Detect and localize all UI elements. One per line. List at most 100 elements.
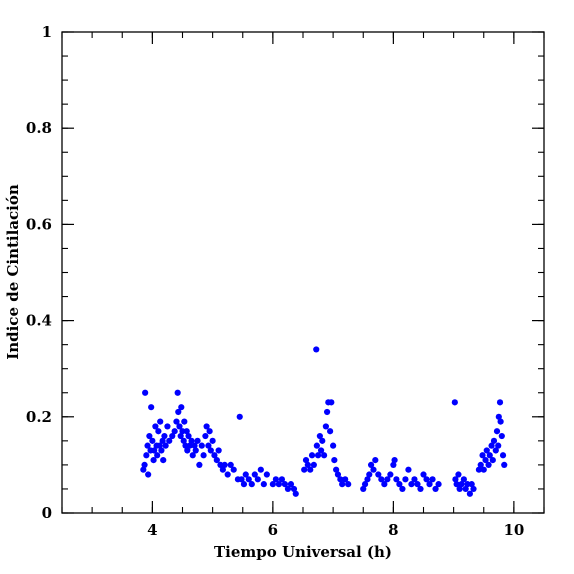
- data-point: [206, 428, 213, 435]
- data-point: [370, 466, 377, 473]
- data-point: [429, 476, 436, 483]
- data-point: [360, 485, 367, 493]
- data-point: [304, 461, 311, 468]
- data-point: [224, 471, 231, 478]
- data-point: [240, 481, 248, 488]
- data-point: [381, 481, 388, 488]
- data-point: [171, 428, 178, 435]
- data-point: [391, 456, 398, 464]
- x-tick-label: 8: [388, 521, 398, 539]
- data-point: [166, 437, 173, 444]
- y-axis-label: Indice de Cintilación: [4, 184, 22, 360]
- data-point: [191, 442, 198, 449]
- data-point: [462, 485, 469, 493]
- data-point: [486, 452, 493, 459]
- data-point: [364, 476, 371, 483]
- plot-frame: [61, 31, 545, 514]
- data-point: [177, 432, 184, 440]
- data-point: [189, 452, 196, 459]
- data-point: [366, 471, 373, 478]
- data-point: [281, 481, 289, 488]
- data-point: [426, 481, 433, 488]
- data-point: [202, 432, 209, 440]
- x-axis-label: Tiempo Universal (h): [214, 543, 392, 561]
- data-point: [160, 456, 167, 464]
- data-point: [183, 428, 190, 435]
- data-point: [485, 461, 492, 468]
- data-point: [408, 481, 415, 488]
- data-point: [470, 485, 477, 493]
- data-point: [180, 437, 187, 444]
- data-point: [278, 476, 286, 483]
- data-point: [154, 452, 161, 459]
- data-point: [324, 408, 331, 416]
- data-point: [284, 485, 292, 493]
- data-point: [367, 461, 375, 468]
- y-tick-label: 0.2: [26, 408, 52, 426]
- data-point: [420, 471, 427, 478]
- data-point: [213, 456, 220, 464]
- data-point: [489, 456, 496, 464]
- data-point: [287, 481, 295, 488]
- data-point: [475, 466, 483, 473]
- data-point: [272, 476, 279, 483]
- data-point: [466, 490, 473, 497]
- data-point: [211, 452, 218, 459]
- data-point: [219, 466, 226, 473]
- data-point: [188, 437, 195, 444]
- data-point: [140, 466, 147, 473]
- data-point: [175, 408, 182, 416]
- y-tick-label: 0.8: [26, 119, 52, 137]
- data-point: [313, 346, 320, 353]
- data-point: [479, 452, 486, 459]
- data-point: [317, 447, 325, 454]
- data-point: [493, 428, 501, 435]
- data-point: [230, 466, 237, 473]
- data-point: [173, 418, 180, 425]
- data-point: [402, 476, 409, 483]
- data-point: [320, 452, 328, 459]
- data-point: [396, 481, 403, 488]
- data-point: [477, 461, 484, 468]
- data-point: [327, 428, 334, 435]
- data-point: [456, 485, 463, 493]
- data-point: [496, 399, 504, 406]
- data-point: [414, 481, 421, 488]
- data-point: [290, 485, 298, 493]
- data-point: [342, 476, 349, 483]
- data-point: [490, 437, 498, 444]
- data-point: [455, 471, 462, 478]
- data-point: [417, 485, 424, 493]
- plot-border: [61, 31, 545, 514]
- data-point: [468, 481, 475, 488]
- data-point: [242, 471, 249, 478]
- y-tick-label: 0: [42, 504, 52, 522]
- y-tick-label: 0.4: [26, 312, 52, 330]
- y-tick-label: 0.6: [26, 215, 52, 233]
- data-point: [495, 442, 502, 449]
- data-point: [164, 423, 171, 430]
- data-point: [238, 476, 245, 483]
- data-point: [405, 466, 412, 473]
- data-point: [194, 437, 201, 444]
- data-point: [452, 476, 459, 483]
- data-point: [248, 481, 255, 488]
- data-point: [314, 452, 322, 459]
- data-point: [245, 476, 252, 483]
- data-point: [215, 447, 222, 454]
- data-point: [221, 461, 228, 468]
- data-point: [393, 476, 400, 483]
- data-point: [495, 413, 502, 420]
- data-point: [209, 437, 216, 444]
- data-point: [260, 481, 267, 488]
- data-point: [330, 442, 337, 449]
- data-point: [169, 432, 176, 440]
- data-point: [307, 466, 314, 473]
- data-point: [263, 471, 270, 478]
- data-point: [372, 456, 379, 464]
- data-point: [384, 476, 391, 483]
- data-point: [482, 456, 489, 464]
- data-point: [390, 461, 397, 468]
- data-point: [492, 447, 499, 454]
